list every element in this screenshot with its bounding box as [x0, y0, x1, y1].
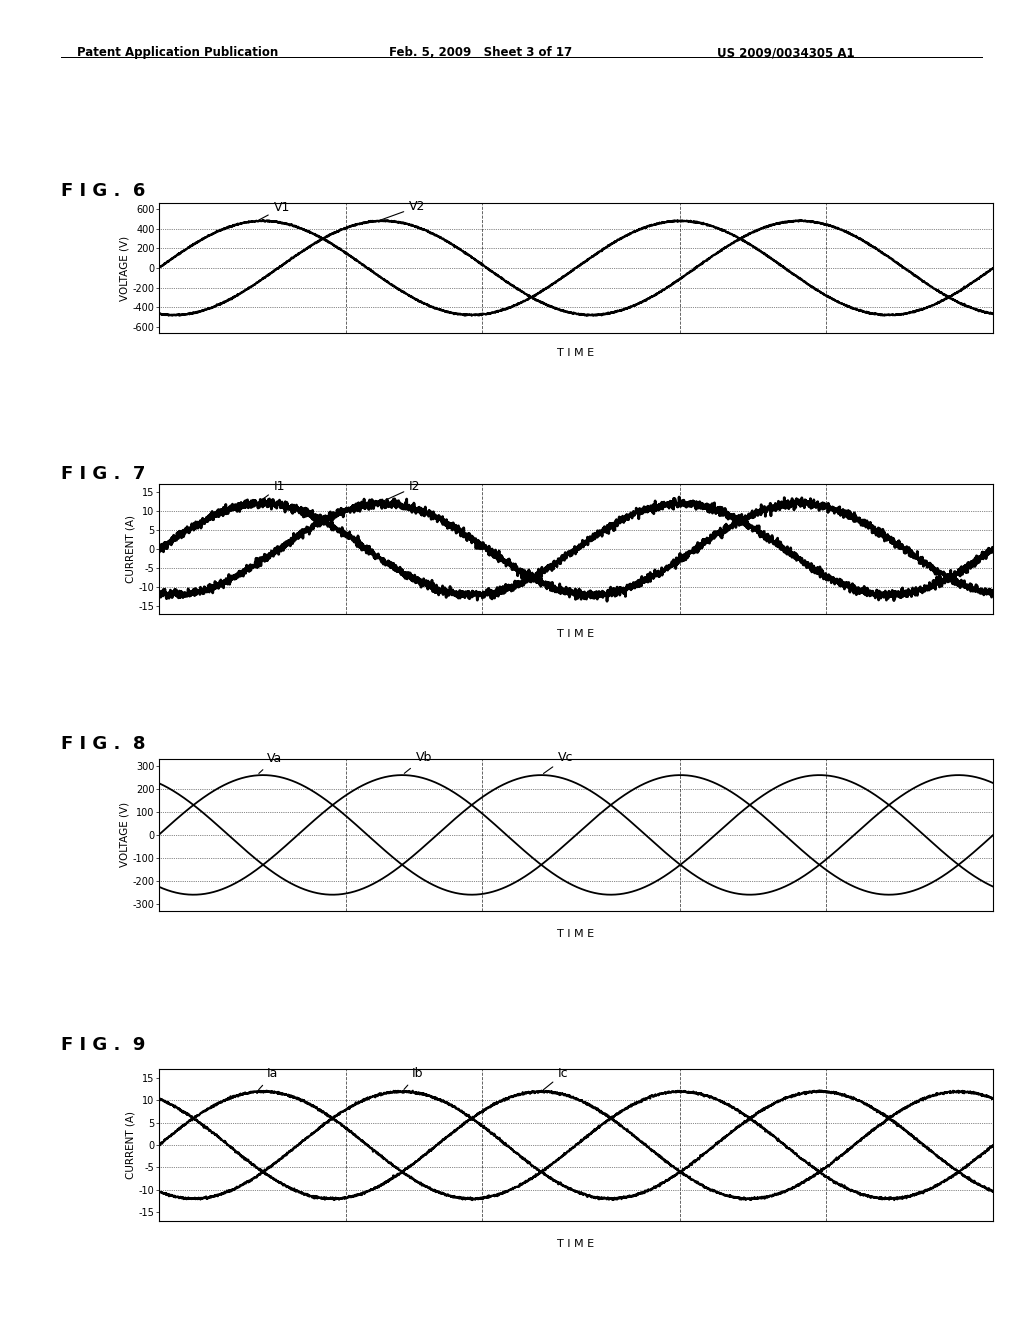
Text: Patent Application Publication: Patent Application Publication	[77, 46, 279, 59]
Text: Vb: Vb	[404, 751, 432, 774]
Y-axis label: VOLTAGE (V): VOLTAGE (V)	[120, 235, 130, 301]
Text: I2: I2	[380, 480, 421, 503]
Text: T I M E: T I M E	[557, 630, 595, 639]
Text: I1: I1	[259, 480, 285, 502]
Y-axis label: VOLTAGE (V): VOLTAGE (V)	[120, 803, 130, 867]
Text: T I M E: T I M E	[557, 348, 595, 358]
Text: Ia: Ia	[259, 1068, 279, 1090]
Text: Vc: Vc	[544, 751, 573, 774]
Text: V1: V1	[259, 202, 290, 220]
Text: F I G .  7: F I G . 7	[61, 465, 145, 483]
Text: F I G .  9: F I G . 9	[61, 1036, 145, 1055]
Y-axis label: CURRENT (A): CURRENT (A)	[126, 515, 136, 583]
Text: T I M E: T I M E	[557, 929, 595, 939]
Text: Feb. 5, 2009   Sheet 3 of 17: Feb. 5, 2009 Sheet 3 of 17	[389, 46, 572, 59]
Y-axis label: CURRENT (A): CURRENT (A)	[126, 1111, 136, 1179]
Text: Ic: Ic	[544, 1068, 568, 1090]
Text: F I G .  6: F I G . 6	[61, 182, 145, 201]
Text: Ib: Ib	[404, 1068, 424, 1089]
Text: T I M E: T I M E	[557, 1239, 595, 1249]
Text: US 2009/0034305 A1: US 2009/0034305 A1	[717, 46, 854, 59]
Text: Va: Va	[259, 752, 283, 774]
Text: V2: V2	[380, 201, 425, 220]
Text: F I G .  8: F I G . 8	[61, 735, 146, 754]
